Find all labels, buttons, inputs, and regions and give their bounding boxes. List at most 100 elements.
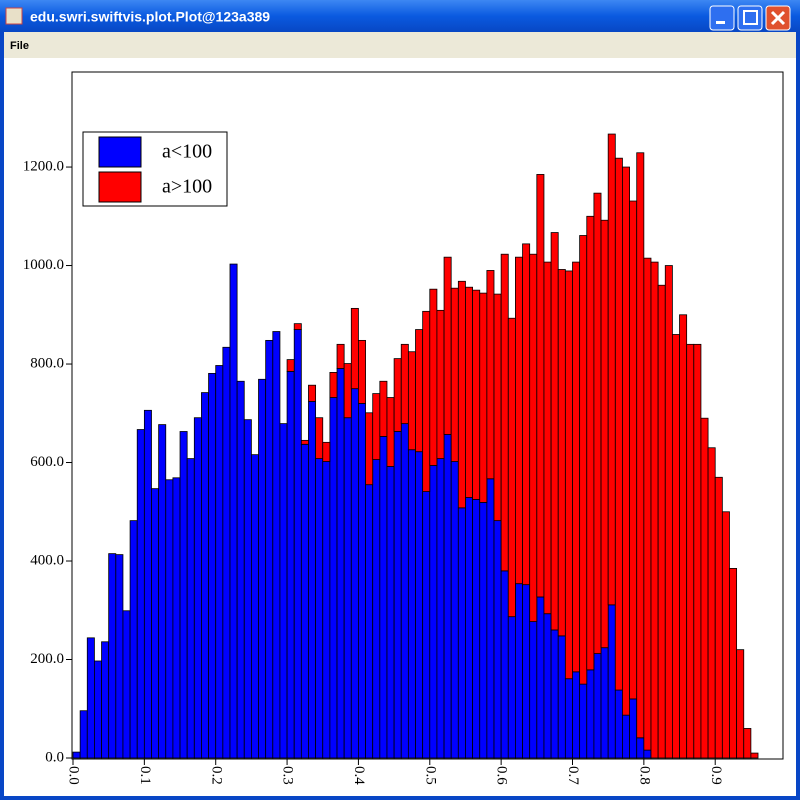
bar — [671, 334, 680, 759]
bar — [208, 372, 217, 759]
bar — [643, 749, 652, 759]
maximize-icon — [743, 10, 758, 25]
bar — [443, 256, 452, 435]
legend-label: a>100 — [162, 176, 212, 198]
legend-swatch — [98, 136, 142, 168]
bar — [664, 265, 673, 759]
bar — [593, 653, 602, 759]
bar — [186, 458, 195, 759]
bar — [465, 497, 473, 759]
bar — [279, 423, 288, 759]
title-bar — [0, 0, 800, 32]
legend-label: a<100 — [162, 141, 212, 163]
bar — [579, 683, 588, 759]
close-icon — [770, 10, 786, 26]
bar — [143, 409, 152, 759]
bar — [436, 309, 445, 459]
bar — [572, 671, 581, 759]
bar — [400, 343, 409, 425]
bar — [636, 152, 645, 739]
bar — [529, 253, 538, 622]
bar — [564, 270, 573, 680]
bar — [622, 714, 630, 759]
y-tick-label: 400.0 — [30, 552, 64, 568]
minimize-button[interactable] — [709, 5, 735, 31]
window-buttons — [709, 5, 791, 31]
bar — [614, 157, 623, 691]
bar — [550, 629, 559, 759]
bar — [222, 346, 231, 759]
app-icon — [5, 7, 23, 25]
bar — [500, 570, 509, 759]
bar — [543, 613, 552, 759]
legend-swatch — [98, 171, 142, 203]
bar — [336, 368, 345, 759]
bar — [743, 728, 752, 759]
y-tick-label: 200.0 — [30, 651, 64, 667]
bar — [243, 419, 252, 759]
bar — [465, 286, 473, 498]
bar — [79, 710, 88, 759]
bar — [507, 616, 516, 759]
bar — [129, 520, 138, 759]
y-tick-label: 0.0 — [45, 749, 64, 765]
bar — [686, 343, 695, 759]
bar — [422, 491, 431, 759]
x-tick-label: 0.1 — [137, 766, 153, 785]
bar — [522, 243, 531, 586]
y-tick-label: 1000.0 — [23, 257, 64, 273]
bar — [365, 484, 374, 759]
bar — [415, 451, 424, 759]
bar — [450, 461, 459, 759]
bar — [329, 397, 338, 759]
bar — [407, 351, 416, 451]
bar — [293, 323, 302, 330]
bar — [372, 393, 381, 460]
bar — [358, 403, 366, 759]
bar — [300, 443, 309, 759]
bar — [636, 737, 645, 759]
bar — [429, 465, 438, 759]
bar — [415, 329, 424, 453]
x-tick-label: 0.4 — [351, 766, 367, 785]
bar — [236, 380, 245, 759]
bar — [365, 412, 374, 486]
bar — [94, 660, 102, 759]
legend: a<100 a>100 — [82, 131, 228, 207]
bar — [629, 200, 638, 700]
minimize-icon — [716, 21, 725, 24]
bar — [86, 637, 95, 759]
bar — [550, 232, 559, 631]
bar — [122, 610, 131, 759]
bar — [721, 511, 730, 759]
bar — [600, 647, 609, 759]
x-tick-label: 0.7 — [565, 766, 581, 785]
menu-file[interactable]: File — [10, 40, 29, 52]
x-tick-label: 0.5 — [422, 766, 438, 785]
bar — [450, 287, 459, 462]
bar — [151, 488, 160, 759]
bar — [108, 553, 117, 759]
menu-bar — [4, 32, 796, 58]
bar — [379, 380, 388, 437]
y-tick-label: 1200.0 — [23, 158, 64, 174]
bar — [286, 371, 295, 759]
bar — [265, 339, 274, 759]
maximize-button[interactable] — [737, 5, 763, 31]
bar — [593, 192, 602, 654]
bar — [443, 434, 452, 759]
bar — [600, 219, 609, 649]
bar — [629, 698, 638, 759]
bar — [729, 568, 738, 759]
bar — [201, 392, 209, 759]
bar — [543, 261, 552, 615]
bar — [308, 384, 317, 402]
bar — [315, 417, 324, 459]
x-tick-label: 0.3 — [280, 766, 296, 785]
bar — [386, 397, 395, 467]
bar — [393, 431, 402, 759]
bar — [422, 310, 431, 492]
bar — [308, 401, 317, 759]
